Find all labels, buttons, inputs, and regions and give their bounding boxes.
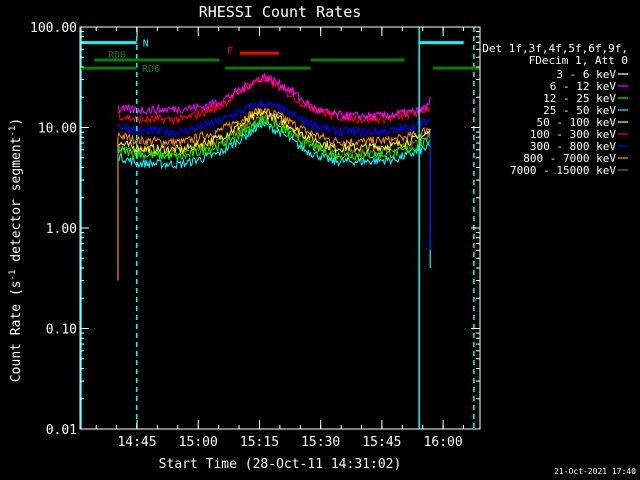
y-tick-label-1-00: 1.00 xyxy=(46,222,77,237)
state-bar-layer: N RD0 RD6 F xyxy=(80,39,480,75)
y-tick-label-0-10: 0.10 xyxy=(46,323,77,338)
time-marker-layer xyxy=(80,27,475,429)
series-layer xyxy=(117,58,431,334)
legend-label-800-7000-kev: 800 - 7000 keV xyxy=(523,152,616,165)
y-axis-label: Count Rate (s-1 detector segment-1) xyxy=(8,118,24,382)
legend-label-300-800-kev: 300 - 800 keV xyxy=(530,140,616,153)
legend-label-100-300-kev: 100 - 300 keV xyxy=(530,128,616,141)
legend-label-6-12-kev: 6 - 12 keV xyxy=(550,80,617,93)
x-tick-label-15-30: 15:30 xyxy=(301,435,340,450)
x-tick-label-15-15: 15:15 xyxy=(240,435,279,450)
legend-label-7000-15000-kev: 7000 - 15000 keV xyxy=(510,164,616,177)
x-tick-label-15-45: 15:45 xyxy=(362,435,401,450)
series-12-25-kev xyxy=(117,115,431,161)
state-label-n: N xyxy=(143,39,149,50)
y-tick-label-0-01: 0.01 xyxy=(46,423,77,438)
timestamp: 21-Oct-2021 17:40 xyxy=(554,467,636,476)
legend: Det 1f,3f,4f,5f,6f,9f,FDecim 1, Att 03 -… xyxy=(482,42,628,177)
series-800-7000-kev xyxy=(117,106,431,147)
state-label-rd6: RD6 xyxy=(142,64,160,75)
x-axis-label: Start Time (28-Oct-11 14:31:02) xyxy=(159,457,402,472)
legend-header-1: FDecim 1, Att 0 xyxy=(529,54,628,67)
legend-label-50-100-kev: 50 - 100 keV xyxy=(537,116,617,129)
x-tick-label-15-00: 15:00 xyxy=(179,435,218,450)
state-label-rd0: RD0 xyxy=(108,50,126,61)
series-300-800-kev xyxy=(117,99,431,139)
series-50-100-kev xyxy=(117,108,431,155)
series-6-12-kev xyxy=(117,72,431,121)
y-tick-label-10-00: 10.00 xyxy=(38,122,77,137)
series-25-50-kev xyxy=(117,119,431,170)
legend-label-3-6-kev: 3 - 6 keV xyxy=(556,68,616,81)
legend-header-0: Det 1f,3f,4f,5f,6f,9f, xyxy=(482,42,628,55)
chart-title: RHESSI Count Rates xyxy=(199,3,362,21)
legend-label-25-50-kev: 25 - 50 keV xyxy=(543,104,616,117)
x-tick-label-14-45: 14:45 xyxy=(117,435,156,450)
axis-tick-layer: 14:45 15:00 15:15 15:30 15:45 16:00 0.01 0.10 1.… xyxy=(30,21,480,450)
x-tick-label-16-00: 16:00 xyxy=(424,435,463,450)
legend-label-12-25-kev: 12 - 25 keV xyxy=(543,92,616,105)
y-tick-label-100-00: 100.00 xyxy=(30,21,77,36)
state-label-f: F xyxy=(227,46,233,57)
